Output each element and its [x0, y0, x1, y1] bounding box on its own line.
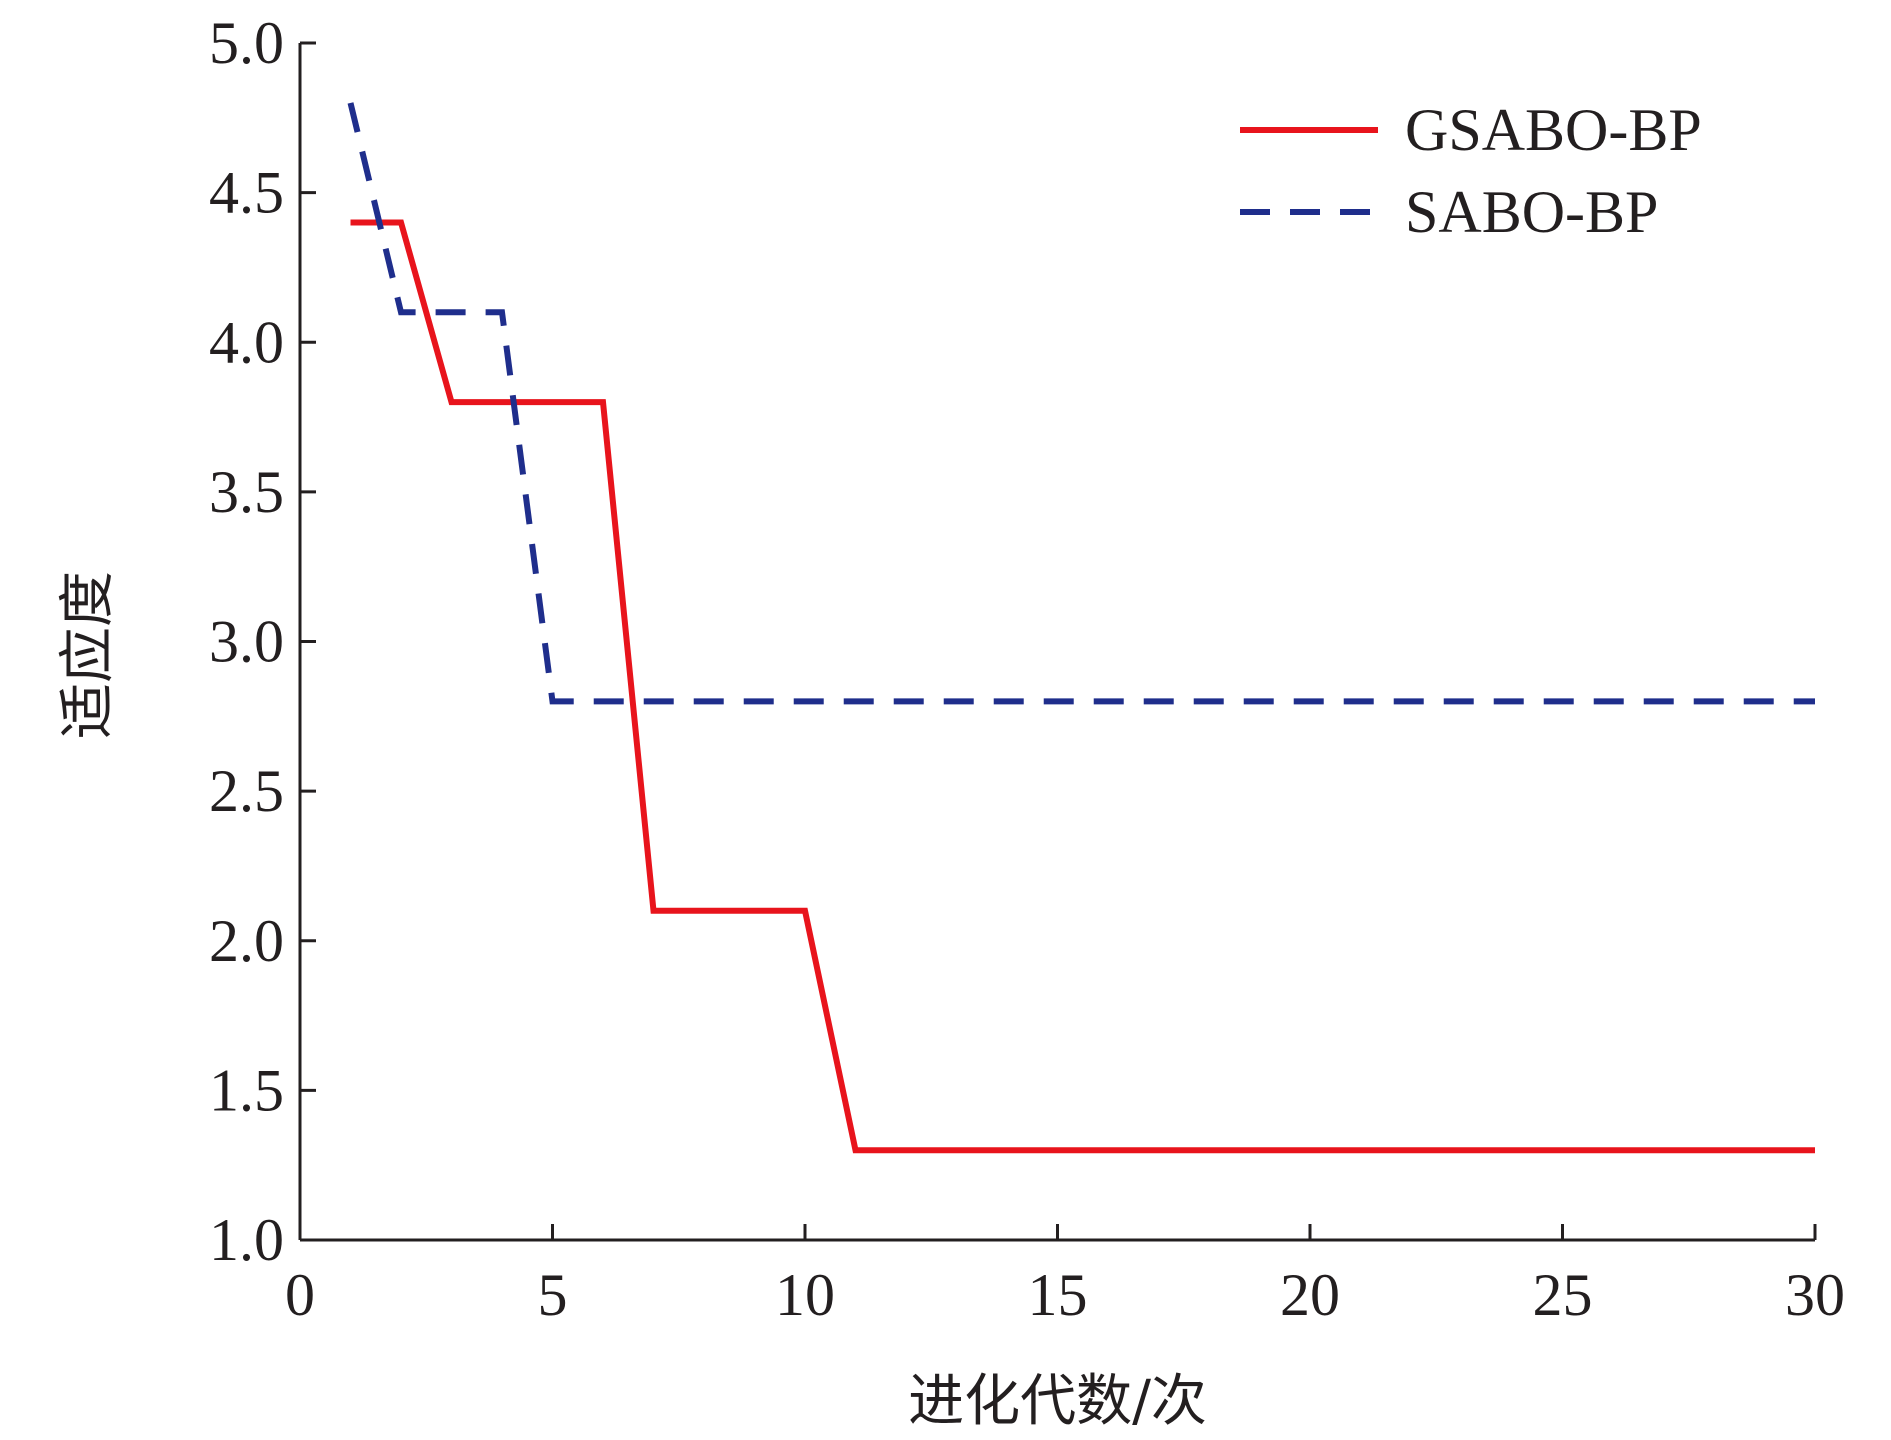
series-layer	[347, 102, 1815, 1154]
axes-layer: 1.0 1.5 2.0 2.5 3.0 3.5 4.0 4.5 5.0 0 5 10 15 20 25 30	[209, 10, 1845, 1328]
x-tick-label: 20	[1280, 1262, 1340, 1328]
x-tick-label: 5	[538, 1262, 568, 1328]
x-tick-label: 0	[285, 1262, 315, 1328]
y-axis-title: 适应度	[56, 571, 121, 739]
x-tick-label: 15	[1028, 1262, 1088, 1328]
y-tick-label: 2.5	[209, 758, 284, 824]
y-tick-label: 5.0	[209, 10, 284, 76]
y-tick-label: 4.5	[209, 160, 284, 226]
x-tick-label: 25	[1533, 1262, 1593, 1328]
y-tick-label: 3.0	[209, 609, 284, 675]
series-line-gsabo-bp	[350, 219, 1815, 1154]
legend-label-sabo-bp: SABO-BP	[1405, 179, 1658, 245]
y-tick-label: 1.0	[209, 1207, 284, 1273]
series-line-sabo-bp	[347, 102, 1815, 705]
y-tick-label: 2.0	[209, 908, 284, 974]
y-tick-label: 1.5	[209, 1057, 284, 1123]
legend: GSABO-BP SABO-BP	[1240, 97, 1702, 245]
y-tick-label: 4.0	[209, 309, 284, 375]
x-axis-title: 进化代数/次	[908, 1369, 1207, 1434]
legend-label-gsabo-bp: GSABO-BP	[1405, 97, 1702, 163]
y-tick-label: 3.5	[209, 459, 284, 525]
x-tick-label: 30	[1785, 1262, 1845, 1328]
x-tick-label: 10	[775, 1262, 835, 1328]
